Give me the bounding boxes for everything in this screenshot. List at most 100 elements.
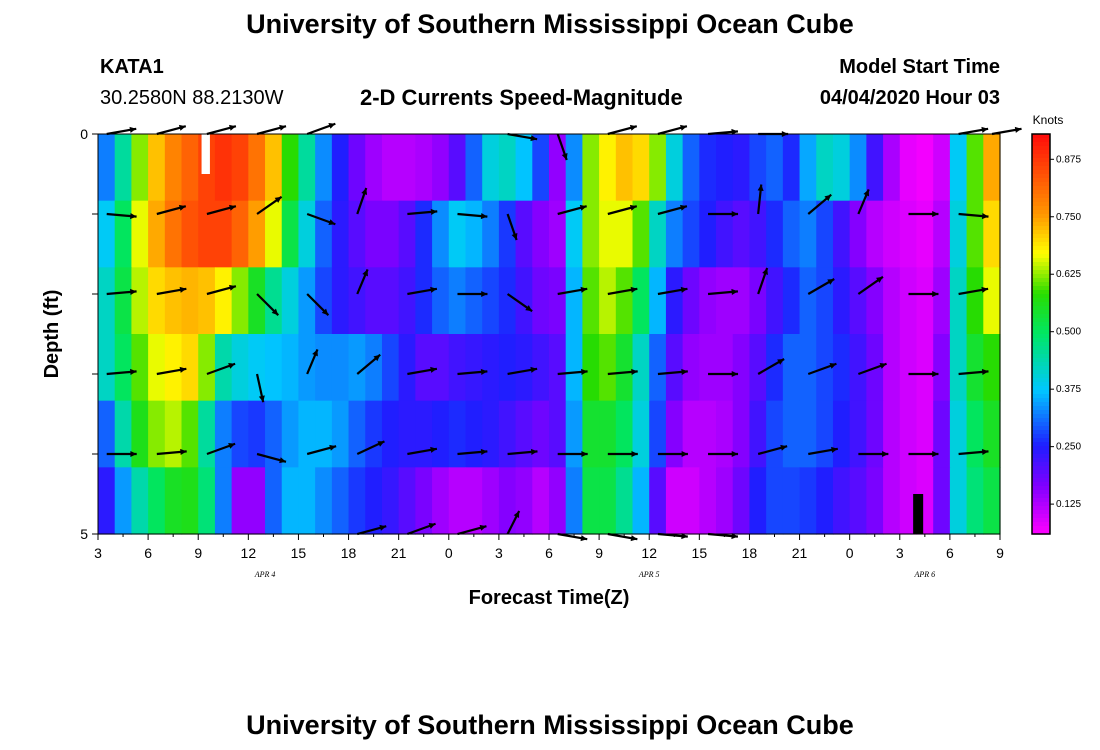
colorbar-swatch bbox=[1032, 442, 1050, 447]
heatmap-cell bbox=[766, 400, 784, 468]
colorbar-swatch bbox=[1032, 186, 1050, 191]
x-tick-label: 6 bbox=[545, 545, 553, 561]
heatmap-cell bbox=[966, 400, 984, 468]
colorbar-swatch bbox=[1032, 178, 1050, 183]
current-vector bbox=[807, 278, 835, 295]
colorbar-swatch bbox=[1032, 270, 1050, 275]
heatmap-cell bbox=[148, 467, 166, 535]
colorbar-swatch bbox=[1032, 342, 1050, 347]
heatmap-cell bbox=[198, 400, 216, 468]
heatmap-cell bbox=[716, 200, 734, 268]
current-vector bbox=[607, 286, 638, 296]
heatmap-cell bbox=[899, 334, 918, 402]
heatmap-cell bbox=[866, 467, 884, 535]
colorbar-tick-label: 0.500 bbox=[1056, 327, 1081, 338]
heatmap-cell bbox=[432, 467, 450, 535]
x-tick-label: 6 bbox=[144, 545, 152, 561]
heatmap-cell bbox=[899, 200, 918, 268]
heatmap-cell bbox=[331, 134, 350, 202]
colorbar-swatch bbox=[1032, 358, 1050, 363]
heatmap-cell bbox=[716, 334, 734, 402]
heatmap-cell bbox=[498, 134, 517, 202]
colorbar-swatch bbox=[1032, 310, 1050, 315]
current-vector bbox=[808, 446, 838, 456]
heatmap-cell bbox=[732, 267, 751, 335]
heatmap-cell bbox=[365, 200, 383, 268]
heatmap-cell bbox=[214, 134, 233, 202]
heatmap-cell bbox=[899, 467, 918, 535]
colorbar-swatch bbox=[1032, 266, 1050, 271]
x-tick-label: 21 bbox=[792, 545, 808, 561]
heatmap-cell bbox=[231, 267, 249, 335]
current-vectors bbox=[106, 122, 1022, 542]
model-start-label: Model Start Time bbox=[839, 56, 1000, 78]
heatmap-cell bbox=[699, 334, 717, 402]
heatmap-cell bbox=[766, 200, 784, 268]
heatmap-cell bbox=[148, 134, 166, 202]
y-tick-label: 5 bbox=[80, 526, 88, 542]
heatmap-cell bbox=[465, 400, 483, 468]
heatmap-cell bbox=[214, 200, 233, 268]
heatmap-cell bbox=[248, 267, 266, 335]
date-label: APR 5 bbox=[638, 570, 660, 579]
date-label: APR 6 bbox=[913, 570, 935, 579]
heatmap-cell bbox=[181, 400, 199, 468]
colorbar-swatch bbox=[1032, 182, 1050, 187]
heatmap-cell bbox=[432, 200, 450, 268]
heatmap-cell bbox=[248, 200, 266, 268]
heatmap-cell bbox=[832, 467, 851, 535]
heatmap-cell bbox=[615, 134, 634, 202]
heatmap-cell bbox=[181, 334, 199, 402]
heatmap-cell bbox=[298, 267, 316, 335]
colorbar-swatch bbox=[1032, 430, 1050, 435]
current-vector bbox=[958, 448, 989, 456]
heatmap-cell bbox=[716, 467, 734, 535]
heatmap-cell bbox=[465, 467, 483, 535]
current-vector bbox=[958, 212, 989, 220]
heatmap-cell bbox=[448, 200, 467, 268]
heatmap-cell bbox=[649, 200, 667, 268]
heatmap-cell bbox=[398, 400, 416, 468]
heatmap-cell bbox=[532, 467, 550, 535]
x-tick-label: 9 bbox=[595, 545, 603, 561]
colorbar-swatch bbox=[1032, 522, 1050, 527]
current-vector bbox=[356, 440, 385, 455]
heatmap-cell bbox=[649, 400, 667, 468]
colorbar-swatch bbox=[1032, 450, 1050, 455]
heatmap-cell bbox=[515, 134, 533, 202]
colorbar-tick-label: 0.625 bbox=[1056, 269, 1081, 280]
heatmap-cell bbox=[131, 467, 149, 535]
heatmap-cell bbox=[732, 334, 751, 402]
colorbar-swatch bbox=[1032, 326, 1050, 331]
heatmap-cell bbox=[515, 200, 533, 268]
heatmap-cell bbox=[381, 267, 400, 335]
x-tick-label: 9 bbox=[194, 545, 202, 561]
current-vector bbox=[857, 362, 887, 376]
colorbar-swatch bbox=[1032, 410, 1050, 415]
heatmap-cell bbox=[799, 334, 817, 402]
heatmap-cell bbox=[949, 134, 968, 202]
heatmap-cell bbox=[248, 467, 266, 535]
colorbar-swatch bbox=[1032, 494, 1050, 499]
heatmap-cell bbox=[966, 267, 984, 335]
heatmap-cell bbox=[148, 267, 166, 335]
heatmap-cell bbox=[315, 334, 333, 402]
heatmap-cell bbox=[799, 467, 817, 535]
current-vector bbox=[757, 267, 769, 295]
current-vector bbox=[557, 286, 588, 296]
heatmap-cell bbox=[315, 200, 333, 268]
current-vector bbox=[457, 368, 488, 376]
heatmap-cell bbox=[98, 400, 116, 468]
current-vector bbox=[256, 124, 287, 136]
colorbar-swatch bbox=[1032, 518, 1050, 523]
current-vector bbox=[607, 124, 638, 136]
heatmap-cell bbox=[549, 334, 567, 402]
heatmap-cell bbox=[448, 334, 467, 402]
colorbar-tick-label: 0.375 bbox=[1056, 384, 1081, 395]
heatmap-cell bbox=[816, 200, 834, 268]
heatmap-cell bbox=[114, 200, 133, 268]
current-vector bbox=[106, 450, 137, 458]
heatmap-cell bbox=[966, 467, 984, 535]
missing-data-mark bbox=[201, 134, 210, 174]
heatmap-cell bbox=[632, 334, 650, 402]
